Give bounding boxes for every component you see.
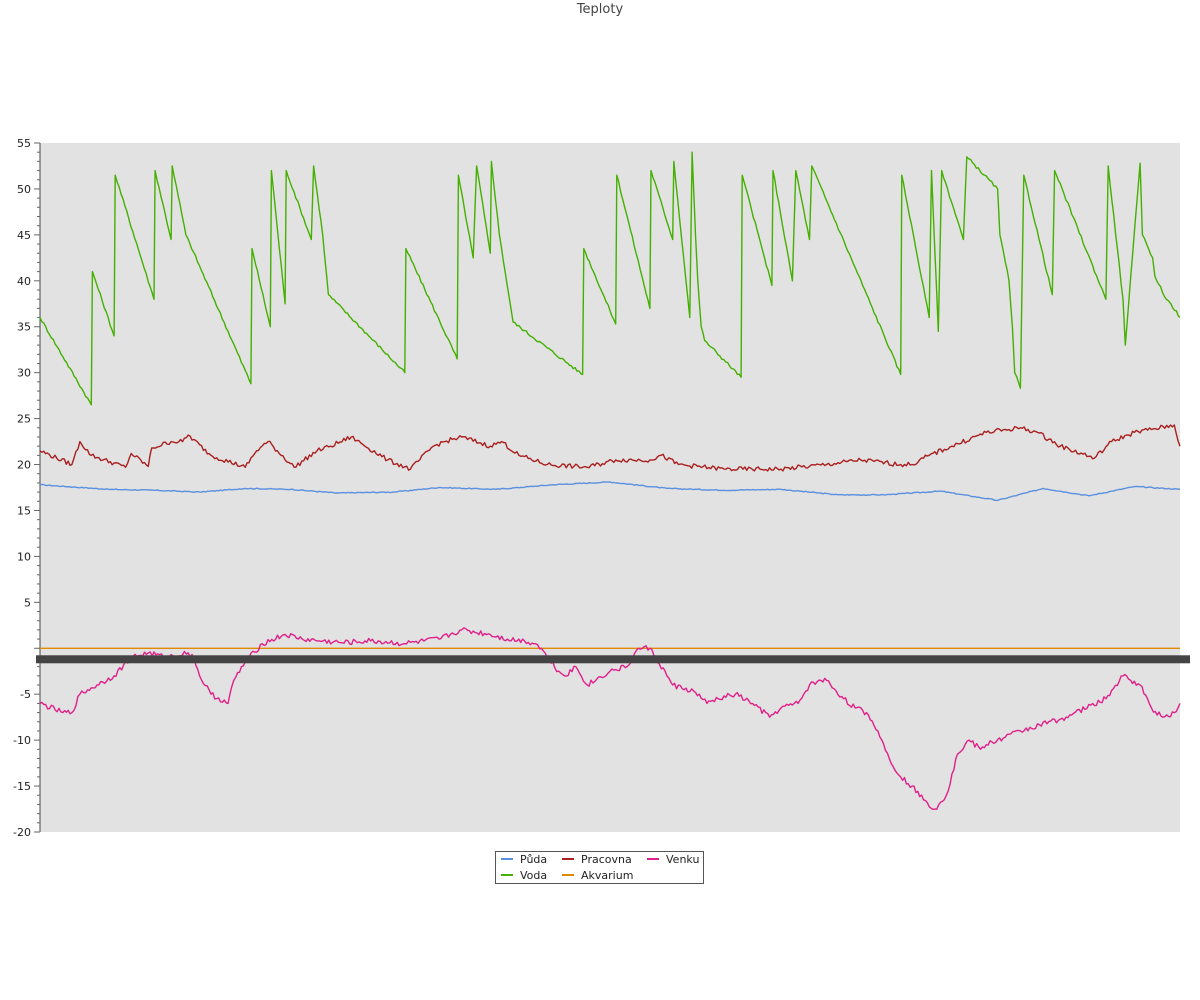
x-axis <box>36 655 1190 664</box>
legend-item-pracovna: Pracovna <box>562 853 632 867</box>
x-axis-band <box>36 655 1190 664</box>
legend-label-pracovna: Pracovna <box>581 853 632 866</box>
y-tick-label: 30 <box>17 367 31 380</box>
series-line-pracovna <box>39 424 1181 472</box>
y-axis: 55 50 45 40 35 30 25 20 15 10 5 -5 -10 -15 -20 <box>13 137 41 839</box>
plot-area <box>40 143 1180 832</box>
chart-title: Teploty <box>576 2 624 17</box>
series-line-pda <box>39 481 1181 502</box>
legend-item-akvarium: Akvarium <box>562 869 633 883</box>
series-line-venku <box>39 627 1181 811</box>
y-tick-label: -10 <box>13 734 31 747</box>
y-tick-label: 35 <box>17 321 31 334</box>
y-tick-label: -20 <box>13 826 31 839</box>
y-tick-label: 5 <box>24 596 31 609</box>
y-tick-label: -15 <box>13 780 31 793</box>
legend-swatch-venku <box>647 858 659 860</box>
y-tick-label: 50 <box>17 183 31 196</box>
legend: Půda Voda Pracovna Akvarium Venku <box>495 851 704 884</box>
legend-swatch-puda <box>501 858 513 860</box>
y-tick-label: 15 <box>17 504 31 517</box>
y-tick-label: 25 <box>17 413 31 426</box>
y-tick-label: 10 <box>17 550 31 563</box>
legend-swatch-pracovna <box>562 858 574 860</box>
y-tick-label: -5 <box>20 688 31 701</box>
legend-label-akvarium: Akvarium <box>581 869 634 882</box>
legend-item-venku: Venku <box>647 853 699 867</box>
series-layer <box>39 151 1181 811</box>
legend-item-voda: Voda <box>501 869 547 883</box>
y-tick-label: 40 <box>17 275 31 288</box>
legend-label-puda: Půda <box>520 853 548 866</box>
y-tick-label: 55 <box>17 137 31 150</box>
legend-swatch-voda <box>501 874 513 876</box>
legend-swatch-akvarium <box>562 874 574 876</box>
y-tick-label: 20 <box>17 459 31 472</box>
legend-label-venku: Venku <box>666 853 700 866</box>
y-tick-label: 45 <box>17 229 31 242</box>
legend-label-voda: Voda <box>520 869 548 882</box>
legend-item-puda: Půda <box>501 853 547 867</box>
series-line-voda <box>39 151 1181 406</box>
